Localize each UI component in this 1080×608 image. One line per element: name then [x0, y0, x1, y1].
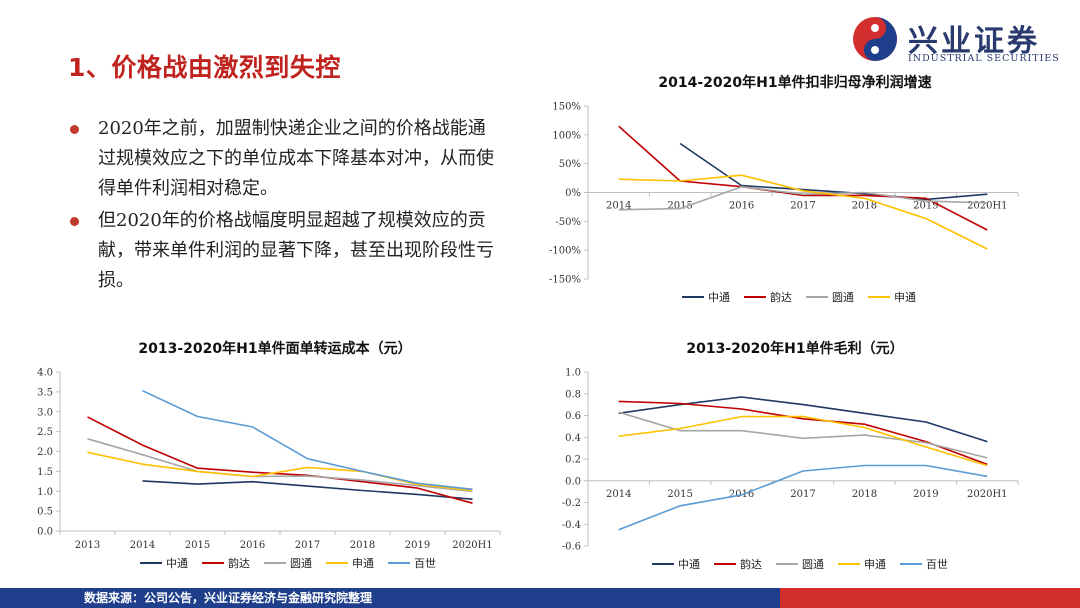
y-tick-label: 0.0 — [37, 527, 53, 538]
page-title: 1、价格战由激烈到失控 — [68, 53, 341, 82]
logo-text-en: INDUSTRIAL SECURITIES — [908, 53, 1060, 64]
y-tick-label: 1.5 — [37, 467, 53, 478]
y-tick-label: 0.8 — [565, 389, 581, 400]
legend-label: 申通 — [894, 291, 916, 304]
y-tick-label: 0.4 — [565, 433, 581, 444]
y-tick-label: 0.0 — [565, 476, 581, 487]
y-tick-label: 2.5 — [37, 427, 53, 438]
footer-bar-blue — [0, 588, 780, 608]
x-tick-label: 2018 — [852, 489, 877, 500]
series-line-百世 — [618, 464, 988, 531]
bullet-dot-icon — [70, 217, 79, 226]
bullet-text: 但2020年的价格战幅度明显超越了规模效应的贡献，带来单件利润的显著下降，甚至出… — [98, 210, 494, 291]
x-tick-label: 2016 — [729, 201, 754, 212]
chart-transport-cost: 0.0 0.5 1.0 1.5 2.0 2.5 3.0 3.5 4.0 2013 2014 2015 2… — [37, 368, 501, 570]
y-tick-label: 0.6 — [565, 411, 581, 422]
x-tick-label: 2015 — [667, 489, 692, 500]
chart-title-profit-growth: 2014-2020年H1单件扣非归母净利润增速 — [658, 75, 932, 91]
y-tick-label: 0.5 — [37, 507, 53, 518]
series-line-韵达 — [87, 416, 473, 504]
x-tick-label: 2018 — [350, 540, 375, 551]
chart-title-transport-cost: 2013-2020年H1单件面单转运成本（元） — [138, 341, 412, 357]
series-line-韵达 — [618, 400, 988, 466]
x-tick-label: 2019 — [913, 201, 938, 212]
chart-profit-growth: -150% -100% -50% 0% 50% 100% 150% 2014 2015 2016 2… — [549, 102, 1019, 304]
x-tick-label: 2019 — [405, 540, 430, 551]
y-tick-label: 0% — [565, 188, 581, 199]
series-line-中通 — [679, 142, 988, 201]
series-line-申通 — [618, 174, 988, 250]
x-tick-label: 2017 — [790, 489, 815, 500]
y-tick-label: 3.5 — [37, 387, 53, 398]
legend-label: 申通 — [352, 557, 374, 570]
y-tick-label: -100% — [549, 246, 581, 257]
y-tick-label: -0.4 — [562, 520, 581, 531]
series-line-圆通 — [618, 185, 988, 211]
legend-label: 申通 — [864, 558, 886, 571]
series-line-申通 — [87, 451, 473, 492]
x-tick-label: 2019 — [913, 489, 938, 500]
y-tick-label: -0.6 — [562, 542, 581, 553]
x-tick-label: 2020H1 — [967, 489, 1008, 500]
y-tick-label: 0.2 — [565, 455, 581, 466]
legend-label: 韵达 — [740, 557, 762, 571]
x-tick-label: 2020H1 — [967, 201, 1008, 212]
series-line-韵达 — [618, 125, 988, 231]
x-tick-label: 2017 — [295, 540, 320, 551]
y-tick-label: -50% — [555, 217, 581, 228]
x-tick-label: 2017 — [790, 201, 815, 212]
series-line-中通 — [142, 480, 473, 500]
chart-title-gross-profit: 2013-2020年H1单件毛利（元） — [686, 341, 904, 357]
chart-gross-profit: -0.6 -0.4 -0.2 0.0 0.2 0.4 0.6 0.8 1.0 2014 2015 20… — [562, 368, 1019, 571]
y-tick-label: 150% — [552, 102, 581, 113]
company-logo: 兴业证券 INDUSTRIAL SECURITIES — [850, 14, 1070, 66]
legend-label: 韵达 — [770, 290, 792, 304]
y-tick-label: 3.0 — [37, 407, 53, 418]
y-tick-label: 1.0 — [565, 368, 581, 379]
series-line-申通 — [618, 415, 988, 467]
bullet-text: 2020年之前，加盟制快递企业之间的价格战能通过规模效应之下的单位成本下降基本对… — [98, 118, 494, 199]
x-tick-label: 2014 — [130, 540, 155, 551]
x-tick-label: 2018 — [852, 201, 877, 212]
bullet-dot-icon — [70, 125, 79, 134]
y-tick-label: -150% — [549, 275, 581, 286]
x-tick-label: 2016 — [240, 540, 265, 551]
x-tick-label: 2014 — [606, 489, 631, 500]
footer-source: 数据来源：公司公告，兴业证券经济与金融研究院整理 — [84, 591, 373, 605]
series-line-中通 — [618, 396, 988, 443]
logo-mark-icon — [853, 17, 897, 61]
bullet-list: 2020年之前，加盟制快递企业之间的价格战能通过规模效应之下的单位成本下降基本对… — [68, 114, 498, 298]
x-tick-label: 2014 — [606, 201, 631, 212]
series-line-百世 — [142, 389, 473, 491]
x-tick-label: 2015 — [185, 540, 210, 551]
bullet-item: 2020年之前，加盟制快递企业之间的价格战能通过规模效应之下的单位成本下降基本对… — [68, 114, 498, 204]
y-tick-label: -0.2 — [562, 498, 581, 509]
bullet-item: 但2020年的价格战幅度明显超越了规模效应的贡献，带来单件利润的显著下降，甚至出… — [68, 206, 498, 296]
y-tick-label: 100% — [552, 130, 581, 141]
y-tick-label: 1.0 — [37, 487, 53, 498]
legend-label: 圆通 — [802, 558, 824, 571]
legend-label: 中通 — [708, 291, 730, 304]
y-tick-label: 2.0 — [37, 447, 53, 458]
x-tick-label: 2020H1 — [452, 540, 493, 551]
x-tick-label: 2015 — [667, 201, 692, 212]
series-line-圆通 — [87, 438, 473, 493]
legend-label: 百世 — [926, 558, 948, 571]
legend-label: 圆通 — [290, 557, 312, 570]
legend-label: 圆通 — [832, 291, 854, 304]
y-tick-label: 4.0 — [37, 368, 53, 379]
x-tick-label: 2013 — [75, 540, 100, 551]
y-tick-label: 50% — [559, 159, 581, 170]
legend-label: 中通 — [166, 557, 188, 570]
footer-bar-red — [780, 588, 1080, 608]
series-line-圆通 — [618, 411, 988, 459]
legend-label: 韵达 — [228, 556, 250, 570]
legend-label: 中通 — [678, 558, 700, 571]
logo-text-cn: 兴业证券 — [908, 24, 1040, 59]
legend-label: 百世 — [414, 557, 436, 570]
